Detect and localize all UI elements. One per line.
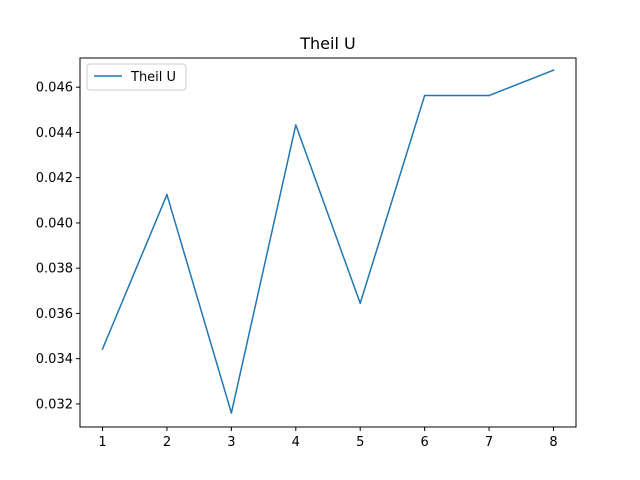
x-tick-label: 4: [292, 435, 300, 450]
y-tick-label: 0.034: [36, 352, 73, 367]
y-tick-label: 0.036: [36, 307, 73, 322]
y-tick-label: 0.042: [36, 171, 73, 186]
data-point: [294, 124, 297, 126]
data-point: [423, 94, 426, 97]
data-point: [166, 193, 168, 196]
y-axis: 0.032 0.034 0.036 0.038 0.040 0.042 0.044 0.046: [36, 81, 80, 412]
y-tick-label: 0.044: [36, 126, 73, 141]
series-layer: [101, 69, 555, 414]
y-tick-label: 0.032: [36, 397, 73, 412]
x-tick-label: 8: [549, 435, 557, 450]
y-tick-label: 0.040: [36, 216, 73, 231]
data-point: [230, 412, 233, 414]
series-line-theil-u: [101, 69, 555, 414]
legend-box: [86, 63, 187, 91]
x-axis: 1 2 3 4 5 6 7 8: [98, 427, 558, 450]
y-tick-label: 0.046: [36, 81, 73, 96]
data-point: [359, 302, 362, 305]
y-tick-label: 0.038: [36, 262, 73, 277]
x-tick-label: 6: [420, 435, 428, 450]
data-point: [552, 69, 555, 72]
legend-label: Theil U: [130, 70, 176, 85]
legend: Theil U: [86, 63, 187, 91]
data-point: [101, 348, 104, 350]
x-tick-label: 5: [356, 435, 364, 450]
plot-frame: [79, 57, 577, 428]
data-point: [488, 94, 490, 97]
chart-title: Theil U: [299, 34, 355, 53]
x-tick-label: 1: [98, 435, 106, 450]
x-tick-label: 7: [485, 435, 493, 450]
x-tick-label: 2: [163, 435, 171, 450]
x-tick-label: 3: [227, 435, 235, 450]
